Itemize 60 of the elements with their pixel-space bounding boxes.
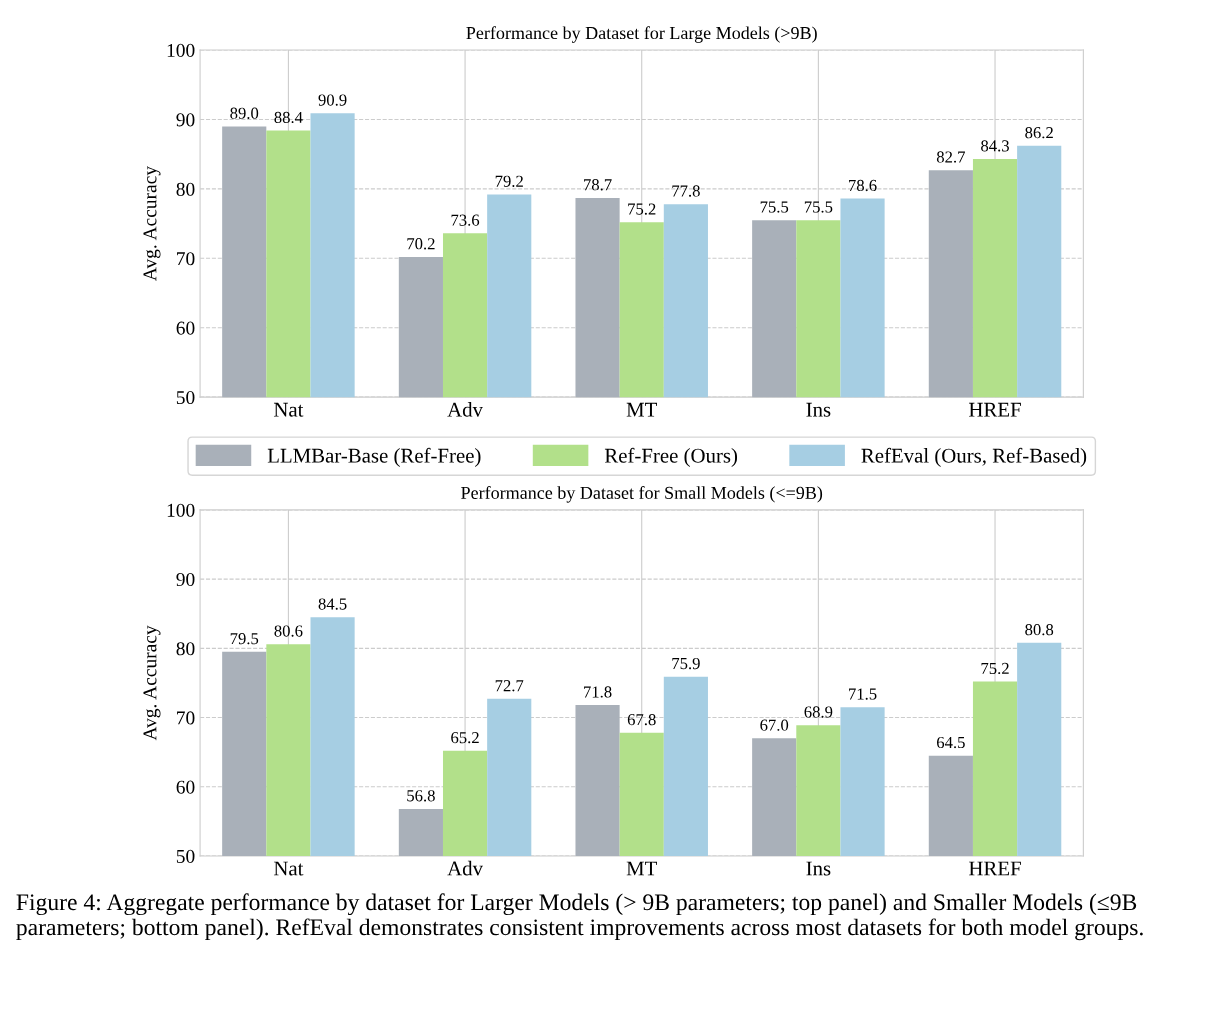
data-label: 80.8	[1025, 624, 1054, 636]
y-tick-label: 80	[176, 642, 195, 656]
data-label: 71.5	[849, 688, 877, 700]
y-axis-title: Avg. Accuracy	[143, 625, 161, 741]
data-label: 68.9	[804, 706, 833, 718]
y-tick-label: 100	[167, 503, 195, 517]
data-label: 67.8	[627, 713, 656, 726]
data-label: 79.5	[230, 633, 259, 645]
data-label: 82.7	[936, 151, 965, 163]
y-tick-label: 60	[176, 780, 195, 794]
x-tick-label: Ins	[806, 402, 831, 417]
y-tick-label: 90	[176, 113, 195, 127]
data-label: 71.8	[584, 686, 612, 698]
data-label: 78.6	[849, 179, 877, 192]
data-label: 77.8	[672, 185, 700, 197]
x-tick-label: Ins	[806, 861, 831, 876]
y-tick-label: 60	[176, 321, 195, 335]
x-tick-label: Nat	[273, 402, 304, 417]
data-label: 86.2	[1025, 127, 1053, 139]
data-label: 56.8	[407, 790, 435, 802]
y-tick-label: 70	[177, 711, 195, 725]
y-tick-label: 100	[167, 43, 195, 57]
y-tick-label: 80	[176, 182, 195, 196]
chart-title: Performance by Dataset for Large Models (>9B)	[466, 26, 817, 43]
data-label: 75.5	[804, 201, 833, 213]
data-label: 72.7	[495, 680, 524, 692]
data-label: 89.0	[230, 107, 259, 119]
data-label: 67.0	[760, 719, 789, 731]
y-tick-label: 70	[177, 252, 195, 266]
x-tick-label: Adv	[447, 402, 483, 417]
data-label: 90.9	[318, 94, 347, 106]
data-label: 84.3	[981, 140, 1009, 152]
data-label: 75.5	[760, 201, 789, 213]
data-label: 84.5	[318, 598, 347, 610]
x-tick-label: HREF	[969, 402, 1021, 417]
x-tick-label: MT	[626, 402, 657, 417]
legend-label: LLMBar-Base (Ref-Free)	[267, 447, 481, 467]
y-axis-title: Avg. Accuracy	[143, 166, 161, 281]
data-label: 78.7	[584, 179, 612, 191]
data-label: 65.2	[451, 732, 479, 744]
data-label: 73.6	[451, 214, 480, 226]
data-label: 75.2	[628, 203, 656, 215]
data-label: 75.9	[672, 657, 700, 670]
legend-label: Ref-Free (Ours)	[604, 447, 738, 467]
caption: Figure 4: Aggregate performance by dataset for Larger Models (> 9B parameters; top panel) and Smaller Models (≤9B parameters; bottom panel). RefEval demonstrates consistent improvements across most datasets for both model groups.	[16, 893, 1143, 941]
x-tick-label: Nat	[273, 861, 304, 876]
chart-title: Performance by Dataset for Small Models (<=9B)	[461, 486, 823, 503]
data-label: 80.6	[274, 625, 303, 637]
data-label: 70.2	[407, 238, 435, 250]
x-tick-label: MT	[626, 861, 657, 876]
y-tick-label: 50	[176, 390, 195, 405]
data-label: 64.5	[937, 736, 965, 749]
y-tick-label: 50	[176, 849, 195, 863]
data-label: 88.4	[274, 111, 303, 124]
data-label: 75.2	[981, 662, 1009, 675]
legend-label: RefEval (Ours, Ref-Based)	[861, 447, 1087, 467]
x-tick-label: HREF	[969, 861, 1021, 876]
x-tick-label: Adv	[447, 860, 483, 876]
y-tick-label: 90	[176, 572, 195, 587]
data-label: 79.2	[495, 175, 523, 187]
